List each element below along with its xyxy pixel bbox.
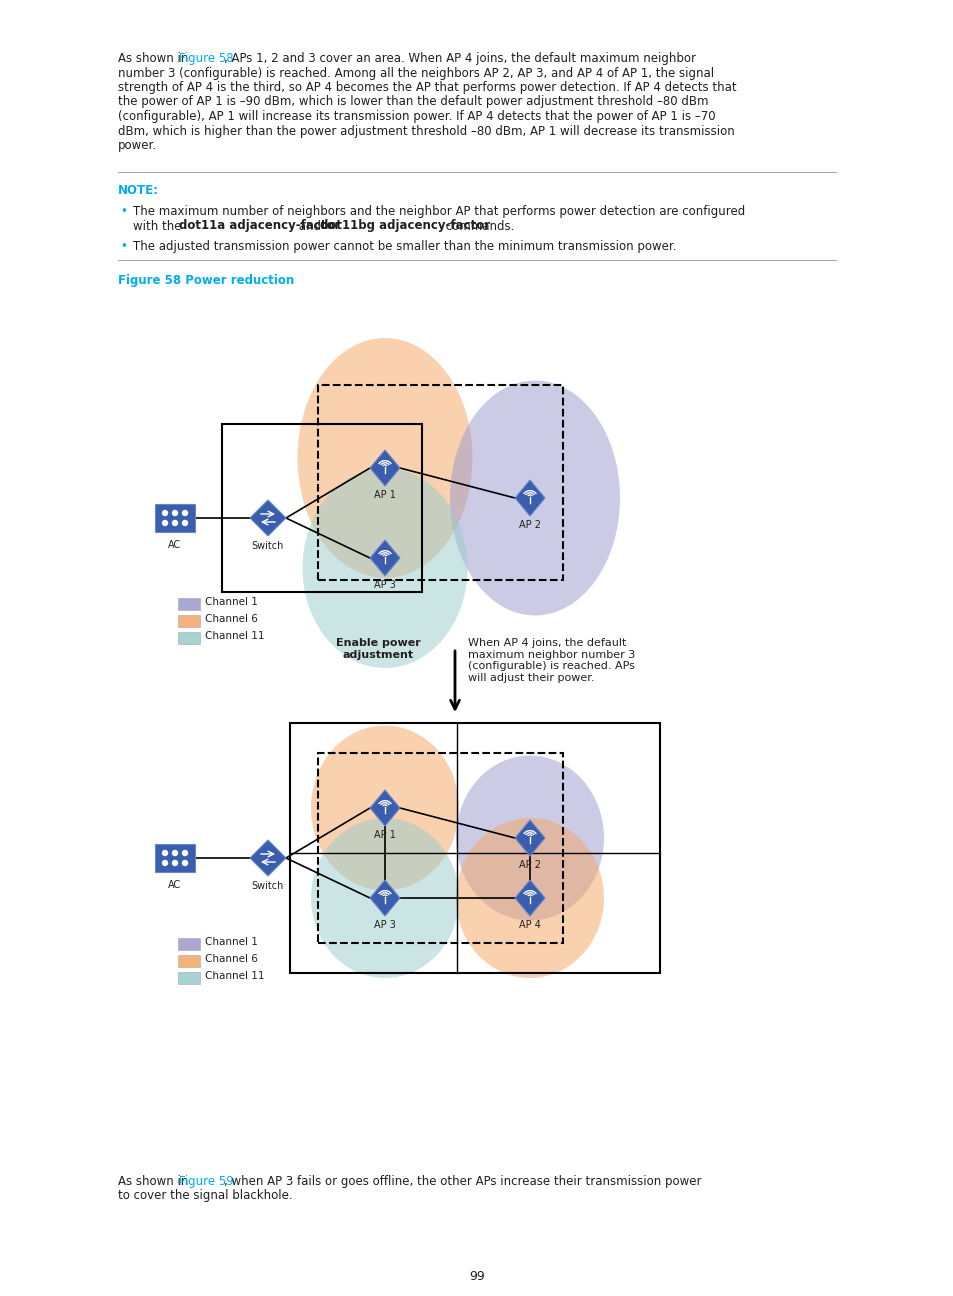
Text: strength of AP 4 is the third, so AP 4 becomes the AP that performs power detect: strength of AP 4 is the third, so AP 4 b… <box>118 80 736 95</box>
Circle shape <box>172 850 177 855</box>
Text: the power of AP 1 is –90 dBm, which is lower than the default power adjustment t: the power of AP 1 is –90 dBm, which is l… <box>118 96 708 109</box>
Circle shape <box>162 850 168 855</box>
Text: Switch: Switch <box>252 881 284 892</box>
Text: •: • <box>120 205 127 218</box>
Text: NOTE:: NOTE: <box>118 184 159 197</box>
Text: Figure 58 Power reduction: Figure 58 Power reduction <box>118 273 294 288</box>
Circle shape <box>182 521 188 525</box>
Text: Figure 58: Figure 58 <box>178 52 233 65</box>
Text: AP 1: AP 1 <box>374 490 395 500</box>
Text: When AP 4 joins, the default
maximum neighbor number 3
(configurable) is reached: When AP 4 joins, the default maximum nei… <box>468 638 635 683</box>
Bar <box>317 385 562 581</box>
Bar <box>222 424 421 592</box>
Text: power.: power. <box>118 139 157 152</box>
Text: 99: 99 <box>469 1270 484 1283</box>
Text: As shown in: As shown in <box>118 52 192 65</box>
Circle shape <box>162 861 168 866</box>
Circle shape <box>162 521 168 525</box>
Polygon shape <box>250 840 286 876</box>
Polygon shape <box>370 450 399 486</box>
Circle shape <box>172 511 177 516</box>
Text: commands.: commands. <box>441 219 514 232</box>
Text: •: • <box>120 240 127 253</box>
Bar <box>178 616 200 627</box>
Ellipse shape <box>450 381 619 616</box>
Bar <box>178 955 200 967</box>
Circle shape <box>182 850 188 855</box>
Text: Figure 59: Figure 59 <box>178 1175 233 1188</box>
Text: , APs 1, 2 and 3 cover an area. When AP 4 joins, the default maximum neighbor: , APs 1, 2 and 3 cover an area. When AP … <box>224 52 696 65</box>
Polygon shape <box>515 880 544 916</box>
Text: The maximum number of neighbors and the neighbor AP that performs power detectio: The maximum number of neighbors and the … <box>132 205 744 218</box>
Polygon shape <box>515 480 544 516</box>
Text: dot11a adjacency-factor: dot11a adjacency-factor <box>178 219 339 232</box>
Text: and: and <box>294 219 324 232</box>
Circle shape <box>162 511 168 516</box>
Text: Switch: Switch <box>252 540 284 551</box>
Text: Channel 11: Channel 11 <box>205 971 264 981</box>
Text: , when AP 3 fails or goes offline, the other APs increase their transmission pow: , when AP 3 fails or goes offline, the o… <box>224 1175 701 1188</box>
Text: AP 1: AP 1 <box>374 829 395 840</box>
Text: AP 2: AP 2 <box>518 861 540 870</box>
Text: dBm, which is higher than the power adjustment threshold –80 dBm, AP 1 will decr: dBm, which is higher than the power adju… <box>118 124 734 137</box>
Circle shape <box>172 521 177 525</box>
Bar <box>178 597 200 610</box>
Text: As shown in: As shown in <box>118 1175 192 1188</box>
Text: with the: with the <box>132 219 185 232</box>
Polygon shape <box>370 540 399 575</box>
Bar <box>290 723 659 973</box>
Ellipse shape <box>311 818 458 978</box>
Text: number 3 (configurable) is reached. Among all the neighbors AP 2, AP 3, and AP 4: number 3 (configurable) is reached. Amon… <box>118 66 714 79</box>
Text: to cover the signal blackhole.: to cover the signal blackhole. <box>118 1190 293 1203</box>
Circle shape <box>172 861 177 866</box>
Text: Channel 6: Channel 6 <box>205 954 257 964</box>
Text: Channel 1: Channel 1 <box>205 597 257 607</box>
Ellipse shape <box>297 338 472 578</box>
Bar <box>317 753 562 943</box>
Bar <box>178 632 200 644</box>
Text: AP 4: AP 4 <box>518 920 540 931</box>
Bar <box>178 972 200 984</box>
Circle shape <box>182 511 188 516</box>
Text: AP 3: AP 3 <box>374 581 395 590</box>
Text: AC: AC <box>168 880 181 890</box>
Polygon shape <box>370 880 399 916</box>
Ellipse shape <box>456 756 603 920</box>
Text: The adjusted transmission power cannot be smaller than the minimum transmission : The adjusted transmission power cannot b… <box>132 240 676 253</box>
Bar <box>154 844 194 872</box>
Bar <box>154 504 194 531</box>
Ellipse shape <box>456 818 603 978</box>
Text: dot11bg adjacency-factor: dot11bg adjacency-factor <box>320 219 490 232</box>
Text: AC: AC <box>168 540 181 550</box>
Text: AP 3: AP 3 <box>374 920 395 931</box>
Polygon shape <box>515 820 544 855</box>
Ellipse shape <box>311 726 458 890</box>
Circle shape <box>182 861 188 866</box>
Bar <box>178 938 200 950</box>
Text: Channel 6: Channel 6 <box>205 614 257 623</box>
Polygon shape <box>250 500 286 537</box>
Text: Channel 1: Channel 1 <box>205 937 257 947</box>
Polygon shape <box>370 791 399 826</box>
Text: (configurable), AP 1 will increase its transmission power. If AP 4 detects that : (configurable), AP 1 will increase its t… <box>118 110 715 123</box>
Ellipse shape <box>302 468 467 667</box>
Text: Enable power
adjustment: Enable power adjustment <box>335 638 420 660</box>
Text: AP 2: AP 2 <box>518 520 540 530</box>
Text: Channel 11: Channel 11 <box>205 631 264 642</box>
